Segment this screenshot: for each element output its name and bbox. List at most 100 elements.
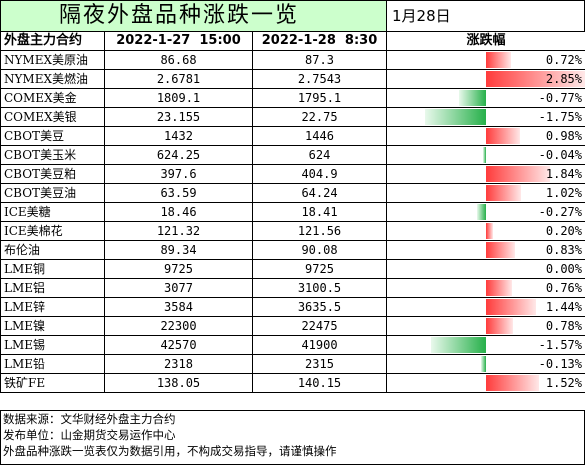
change-cell: 1.84%	[386, 164, 585, 184]
change-percent: 0.20%	[545, 224, 582, 238]
contract-name: CBOT美豆	[0, 126, 105, 146]
change-bar-up	[486, 242, 515, 258]
curr-price: 2.7543	[252, 69, 387, 89]
prev-price: 3584	[104, 297, 253, 317]
contract-name: LME锌	[0, 297, 105, 317]
change-bar-down	[476, 204, 486, 220]
footer-disclaimer: 外盘品种涨跌一览表仅为数据引用，不构成交易指导，请谨慎操作	[3, 444, 337, 458]
report-date: 1月28日	[392, 7, 451, 25]
contract-name: 布伦油	[0, 240, 105, 260]
change-bar-up	[486, 52, 511, 68]
curr-price: 64.24	[252, 183, 387, 203]
report-title: 隔夜外盘品种涨跌一览	[0, 0, 387, 32]
change-percent: -0.04%	[538, 148, 582, 162]
prev-price: 42570	[104, 335, 253, 355]
contract-name: COMEX美银	[0, 107, 105, 127]
contract-name: ICE美糖	[0, 202, 105, 222]
table-row: CBOT美豆粕 397.6 404.9 1.84%	[0, 164, 585, 184]
change-bar-down	[431, 337, 486, 353]
table-row: NYMEX美燃油 2.6781 2.7543 2.85%	[0, 69, 585, 89]
change-percent: -0.77%	[538, 91, 582, 105]
curr-price: 404.9	[252, 164, 387, 184]
change-bar-down	[481, 356, 486, 372]
change-bar-up	[486, 299, 537, 315]
table-row: COMEX美金 1809.1 1795.1 -0.77%	[0, 88, 585, 108]
curr-price: 18.41	[252, 202, 387, 222]
contract-name: CBOT美玉米	[0, 145, 105, 165]
change-cell: -0.27%	[386, 202, 585, 222]
change-cell: 2.85%	[386, 69, 585, 89]
table-row: CBOT美豆油 63.59 64.24 1.02%	[0, 183, 585, 203]
change-percent: 0.78%	[545, 319, 582, 333]
footer-source: 数据来源：文华财经外盘主力合约	[3, 412, 176, 426]
footer-publisher: 发布单位：山金期货交易运作中心	[3, 428, 176, 442]
change-cell: -0.13%	[386, 354, 585, 374]
change-cell: 0.20%	[386, 221, 585, 241]
table-row: COMEX美银 23.155 22.75 -1.75%	[0, 107, 585, 127]
curr-price: 3100.5	[252, 278, 387, 298]
table-row: LME镍 22300 22475 0.78%	[0, 316, 585, 336]
prev-price: 2.6781	[104, 69, 253, 89]
prev-price: 86.68	[104, 50, 253, 70]
change-cell: -0.04%	[386, 145, 585, 165]
contract-name: LME镍	[0, 316, 105, 336]
quotes-table: 外盘主力合约 2022-1-27 15:00 2022-1-28 8:30 涨跌…	[0, 31, 585, 393]
date-box	[387, 0, 585, 32]
change-percent: 0.72%	[545, 53, 582, 67]
change-percent: 2.85%	[545, 72, 582, 86]
contract-name: NYMEX美燃油	[0, 69, 105, 89]
table-row: 布伦油 89.34 90.08 0.83%	[0, 240, 585, 260]
contract-name: LME铝	[0, 278, 105, 298]
table-row: LME锡 42570 41900 -1.57%	[0, 335, 585, 355]
table-row: CBOT美豆 1432 1446 0.98%	[0, 126, 585, 146]
change-bar-up	[486, 375, 539, 391]
table-row: CBOT美玉米 624.25 624 -0.04%	[0, 145, 585, 165]
change-percent: 1.84%	[545, 167, 582, 181]
change-percent: 0.76%	[545, 281, 582, 295]
table-row: LME铝 3077 3100.5 0.76%	[0, 278, 585, 298]
header-contract: 外盘主力合约	[0, 31, 105, 51]
change-percent: 0.98%	[545, 129, 582, 143]
curr-price: 22.75	[252, 107, 387, 127]
footer-notes: 数据来源：文华财经外盘主力合约 发布单位：山金期货交易运作中心 外盘品种涨跌一览…	[0, 410, 585, 465]
change-bar-up	[486, 71, 585, 87]
prev-price: 1432	[104, 126, 253, 146]
table-row: LME铜 9725 9725 0.00%	[0, 259, 585, 279]
contract-name: CBOT美豆粕	[0, 164, 105, 184]
table-row: ICE美糖 18.46 18.41 -0.27%	[0, 202, 585, 222]
change-bar-up	[486, 185, 522, 201]
change-bar-down	[459, 90, 486, 106]
prev-price: 89.34	[104, 240, 253, 260]
change-cell: 0.83%	[386, 240, 585, 260]
curr-price: 3635.5	[252, 297, 387, 317]
change-percent: 1.52%	[545, 376, 582, 390]
prev-price: 138.05	[104, 373, 253, 393]
contract-name: COMEX美金	[0, 88, 105, 108]
change-cell: -1.57%	[386, 335, 585, 355]
curr-price: 140.15	[252, 373, 387, 393]
contract-name: 铁矿FE	[0, 373, 105, 393]
contract-name: CBOT美豆油	[0, 183, 105, 203]
change-cell: 0.98%	[386, 126, 585, 146]
change-cell: 0.00%	[386, 259, 585, 279]
change-percent: -1.75%	[538, 110, 582, 124]
change-cell: 0.78%	[386, 316, 585, 336]
table-row: 铁矿FE 138.05 140.15 1.52%	[0, 373, 585, 393]
curr-price: 2315	[252, 354, 387, 374]
change-cell: 0.76%	[386, 278, 585, 298]
change-bar-down	[483, 147, 486, 163]
contract-name: LME铅	[0, 354, 105, 374]
table-row: LME铅 2318 2315 -0.13%	[0, 354, 585, 374]
change-percent: 0.00%	[545, 262, 582, 276]
curr-price: 624	[252, 145, 387, 165]
curr-price: 41900	[252, 335, 387, 355]
curr-price: 121.56	[252, 221, 387, 241]
prev-price: 3077	[104, 278, 253, 298]
change-bar-down	[425, 109, 486, 125]
curr-price: 90.08	[252, 240, 387, 260]
change-bar-up	[486, 166, 550, 182]
change-cell: -0.77%	[386, 88, 585, 108]
change-percent: 1.44%	[545, 300, 582, 314]
change-bar-up	[486, 280, 513, 296]
